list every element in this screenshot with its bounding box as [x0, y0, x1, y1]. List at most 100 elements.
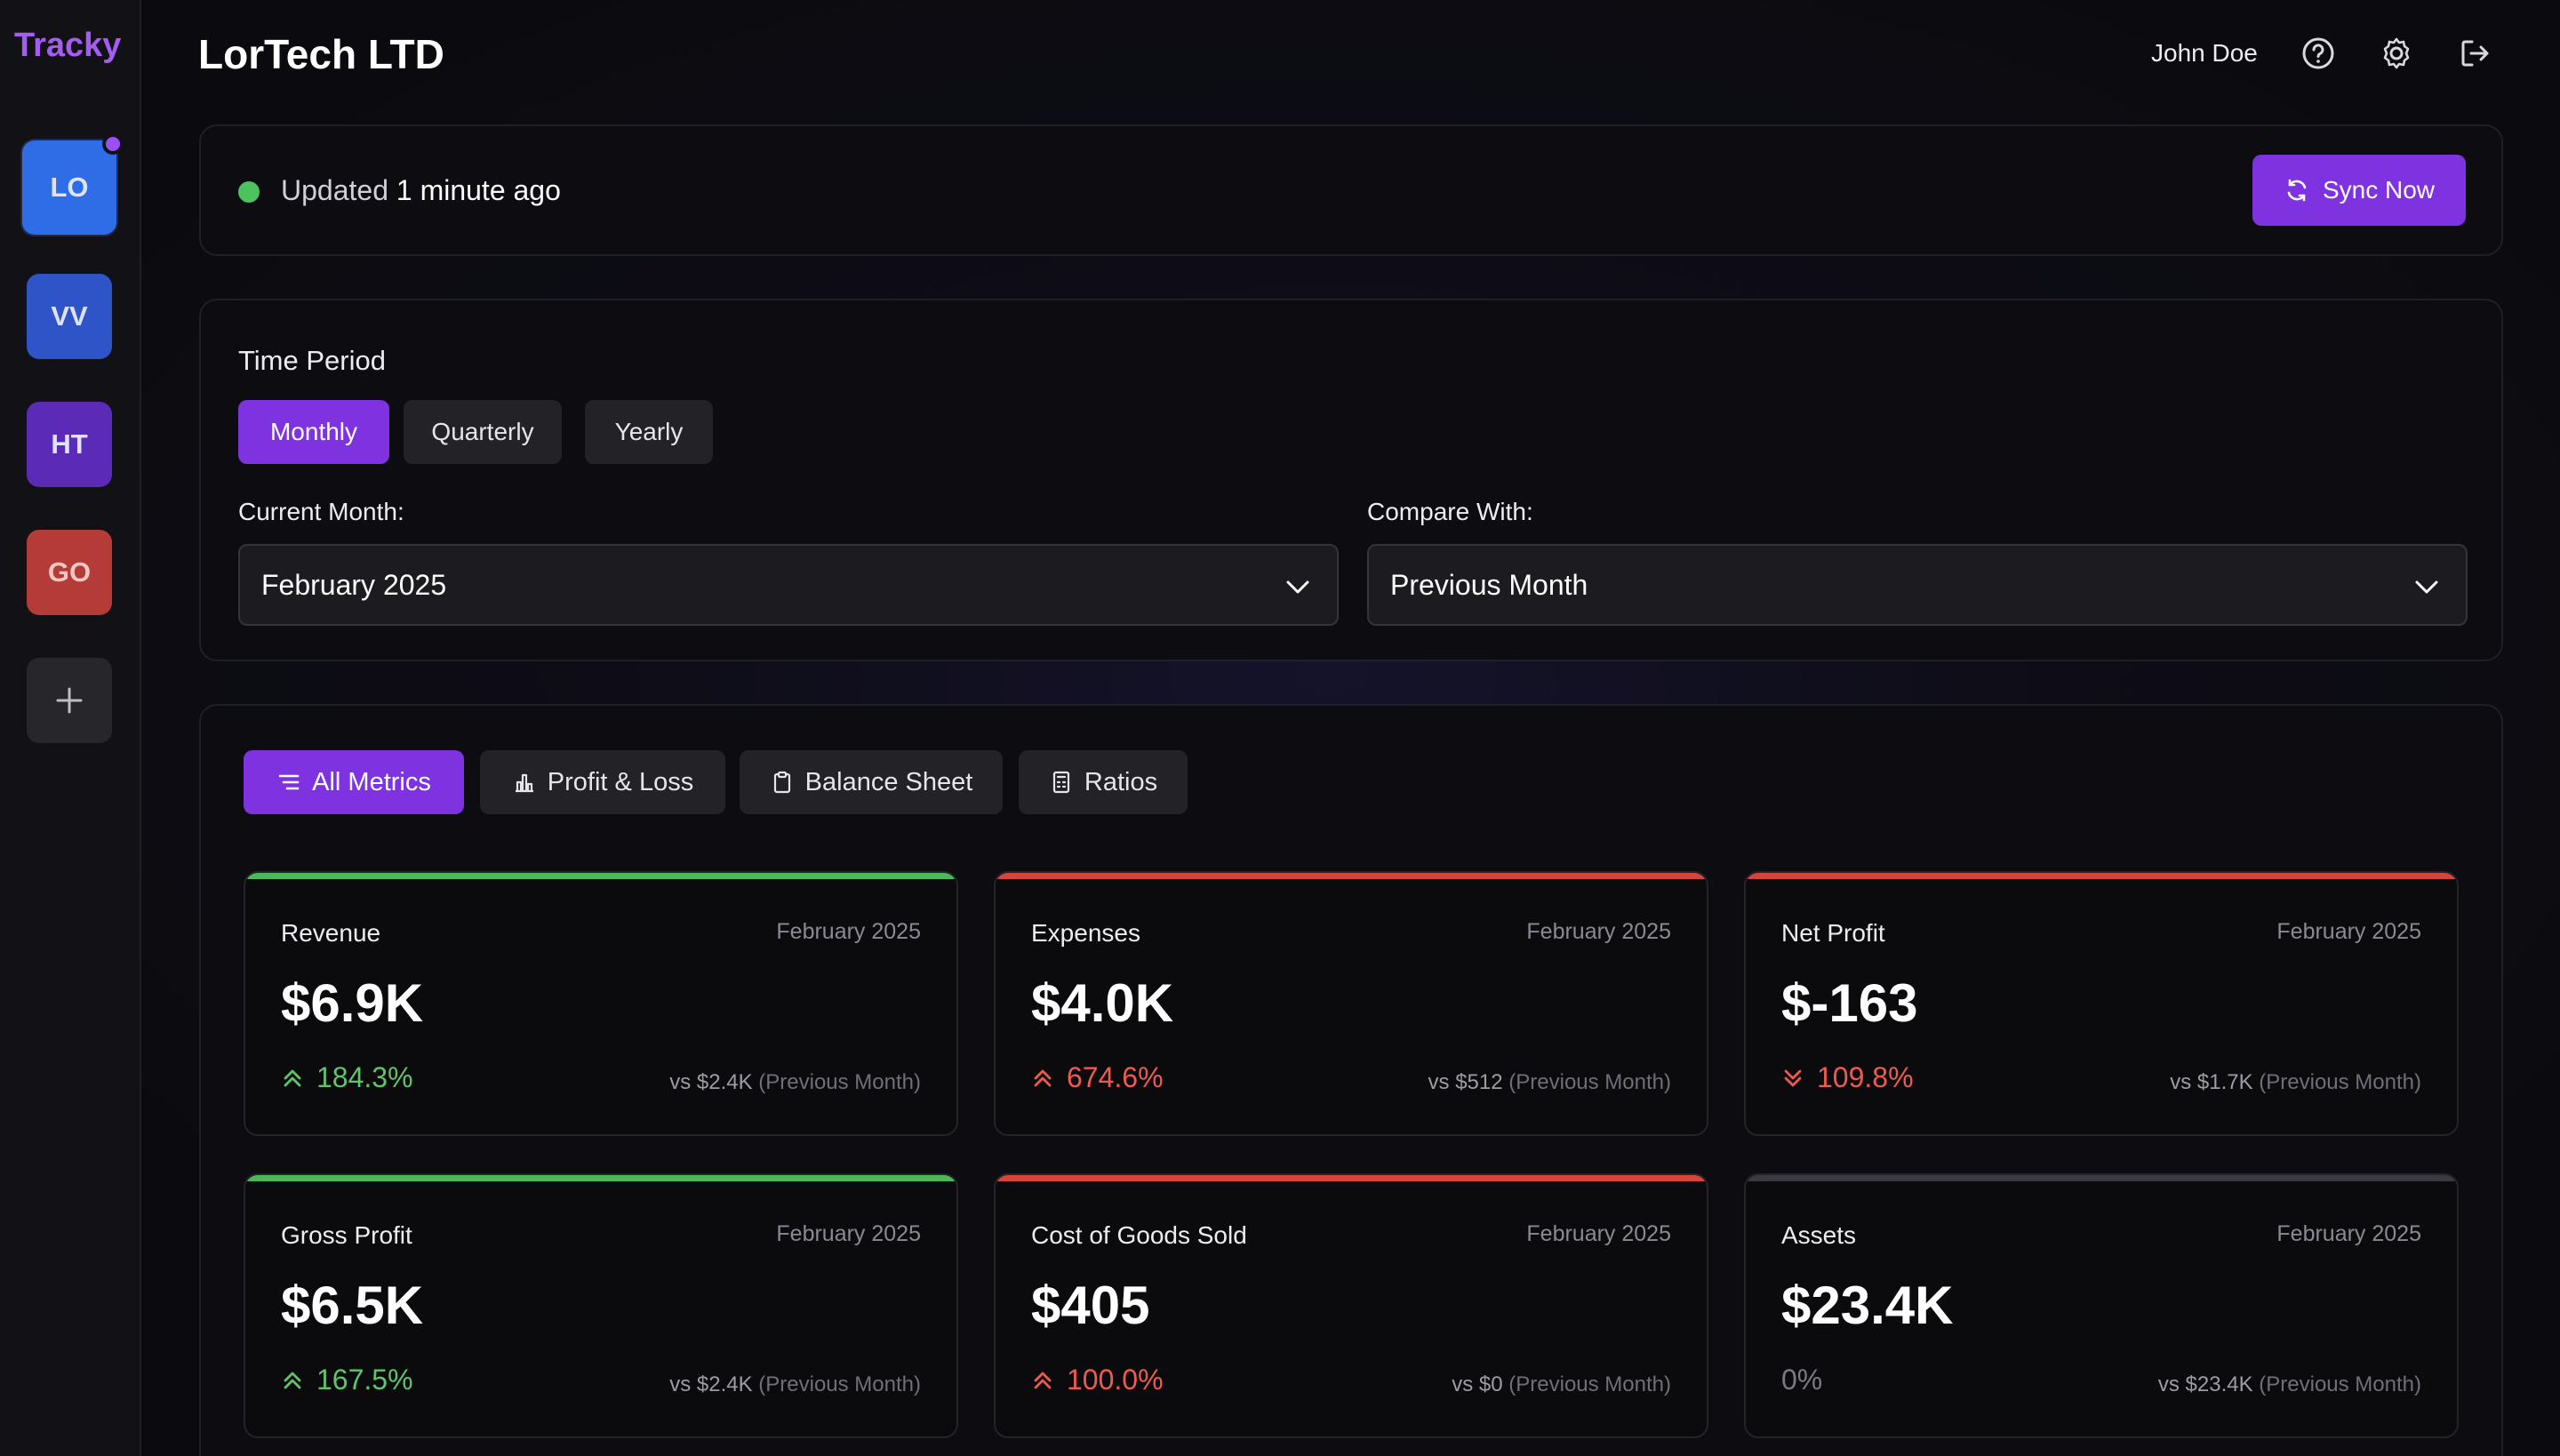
card-compare-period: (Previous Month) — [1508, 1070, 1671, 1094]
card-value: $23.4K — [1781, 1276, 1954, 1335]
card-change-value: 0% — [1781, 1364, 1823, 1396]
card-change-value: 184.3% — [316, 1061, 413, 1093]
tab-label: Ratios — [1084, 767, 1158, 796]
card-accent-bar — [245, 1175, 956, 1181]
updated-time: 1 minute ago — [396, 174, 561, 206]
tab-all-metrics[interactable]: All Metrics — [244, 750, 464, 814]
user-name[interactable]: John Doe — [2151, 39, 2258, 67]
gear-icon[interactable] — [2379, 36, 2414, 71]
compare-with-select[interactable]: Previous Month — [1367, 544, 2468, 626]
status-indicator — [238, 181, 260, 203]
card-date: February 2025 — [1526, 919, 1671, 944]
notification-dot — [102, 133, 124, 155]
card-change-value: 100.0% — [1067, 1364, 1164, 1396]
org-initials: HT — [51, 428, 88, 460]
brand-logo[interactable]: Tracky — [14, 27, 122, 64]
card-compare-value: vs $23.4K — [2157, 1372, 2253, 1396]
org-avatar-vv[interactable]: VV — [27, 274, 112, 359]
card-compare-period: (Previous Month) — [758, 1070, 921, 1094]
calculator-icon — [1052, 771, 1069, 794]
metric-card-net-profit[interactable]: Net Profit February 2025 $-163 109.8% vs… — [1744, 871, 2459, 1136]
chevron-down-icon — [2415, 580, 2438, 594]
metric-card-expenses[interactable]: Expenses February 2025 $4.0K 674.6% vs $… — [994, 871, 1708, 1136]
card-title: Revenue — [281, 919, 381, 947]
period-monthly-button[interactable]: Monthly — [238, 400, 389, 464]
card-accent-bar — [1746, 1175, 2457, 1181]
card-compare-period: (Previous Month) — [2259, 1372, 2421, 1396]
card-change: 167.5% — [281, 1364, 413, 1396]
card-value: $4.0K — [1031, 973, 1174, 1033]
tab-ratios[interactable]: Ratios — [1019, 750, 1188, 814]
card-accent-bar — [245, 873, 956, 879]
clipboard-icon — [773, 771, 790, 794]
refresh-icon — [2287, 179, 2307, 202]
card-compare-value: vs $512 — [1428, 1070, 1503, 1094]
bar-chart-icon — [515, 773, 533, 793]
add-organization-button[interactable] — [27, 658, 112, 743]
card-value: $6.9K — [281, 973, 424, 1033]
time-period-heading: Time Period — [238, 345, 386, 376]
plus-icon — [56, 687, 83, 714]
card-change: 184.3% — [281, 1061, 413, 1094]
tab-profit-loss[interactable]: Profit & Loss — [480, 750, 725, 814]
page-title: LorTech LTD — [198, 31, 444, 77]
card-date: February 2025 — [776, 919, 921, 944]
double-chevron-up-icon — [1034, 1372, 1052, 1388]
sync-now-label: Sync Now — [2322, 176, 2436, 204]
period-quarterly-button[interactable]: Quarterly — [404, 400, 562, 464]
tab-label: Balance Sheet — [804, 767, 973, 796]
card-compare-period: (Previous Month) — [1508, 1372, 1671, 1396]
card-comparison: vs $23.4K (Previous Month) — [2158, 1372, 2421, 1397]
org-avatar-go[interactable]: GO — [27, 530, 112, 615]
card-date: February 2025 — [1526, 1221, 1671, 1246]
org-avatar-ht[interactable]: HT — [27, 402, 112, 487]
double-chevron-up-icon — [1034, 1069, 1052, 1086]
card-accent-bar — [996, 1175, 1707, 1181]
updated-label: Updated — [281, 174, 388, 206]
compare-with-value: Previous Month — [1390, 568, 1588, 601]
period-yearly-button[interactable]: Yearly — [585, 400, 713, 464]
card-comparison: vs $1.7K (Previous Month) — [2170, 1070, 2421, 1095]
card-accent-bar — [996, 873, 1707, 879]
card-change: 0% — [1781, 1364, 1822, 1396]
double-chevron-down-icon — [1784, 1069, 1802, 1086]
tab-label: Profit & Loss — [547, 767, 694, 796]
org-initials: VV — [51, 300, 88, 332]
current-month-value: February 2025 — [261, 568, 447, 601]
sync-status-panel: Updated 1 minute ago Sync Now — [199, 124, 2503, 256]
metric-card-gross-profit[interactable]: Gross Profit February 2025 $6.5K 167.5% … — [244, 1173, 958, 1438]
card-comparison: vs $2.4K (Previous Month) — [669, 1372, 921, 1397]
card-title: Net Profit — [1781, 919, 1885, 947]
card-change: 100.0% — [1031, 1364, 1164, 1396]
card-title: Expenses — [1031, 919, 1140, 947]
metric-card-revenue[interactable]: Revenue February 2025 $6.9K 184.3% vs $2… — [244, 871, 958, 1136]
card-value: $6.5K — [281, 1276, 424, 1335]
metric-card-cogs[interactable]: Cost of Goods Sold February 2025 $405 10… — [994, 1173, 1708, 1438]
tab-label: All Metrics — [312, 767, 431, 796]
card-compare-period: (Previous Month) — [2259, 1070, 2421, 1094]
current-month-select[interactable]: February 2025 — [238, 544, 1339, 626]
card-change-value: 167.5% — [316, 1364, 413, 1396]
double-chevron-up-icon — [284, 1069, 301, 1086]
card-comparison: vs $0 (Previous Month) — [1452, 1372, 1671, 1397]
card-title: Cost of Goods Sold — [1031, 1221, 1247, 1249]
card-date: February 2025 — [2276, 919, 2421, 944]
logout-icon[interactable] — [2457, 36, 2492, 71]
current-month-label: Current Month: — [238, 498, 404, 525]
card-change-value: 674.6% — [1067, 1061, 1164, 1093]
card-compare-value: vs $2.4K — [669, 1372, 753, 1396]
card-title: Gross Profit — [281, 1221, 412, 1249]
card-comparison: vs $2.4K (Previous Month) — [669, 1070, 921, 1095]
tab-balance-sheet[interactable]: Balance Sheet — [740, 750, 1003, 814]
compare-with-label: Compare With: — [1367, 498, 1533, 525]
last-updated-text: Updated 1 minute ago — [281, 174, 561, 207]
org-avatar-lo[interactable]: LO — [22, 133, 124, 235]
metric-card-assets[interactable]: Assets February 2025 $23.4K 0% vs $23.4K… — [1744, 1173, 2459, 1438]
card-title: Assets — [1781, 1221, 1857, 1249]
sync-now-button[interactable]: Sync Now — [2252, 155, 2466, 226]
card-compare-period: (Previous Month) — [758, 1372, 921, 1396]
card-compare-value: vs $2.4K — [669, 1070, 753, 1094]
list-icon — [278, 774, 300, 790]
help-icon[interactable] — [2300, 36, 2336, 71]
time-period-panel: Time Period Monthly Quarterly Yearly Cur… — [199, 299, 2503, 661]
